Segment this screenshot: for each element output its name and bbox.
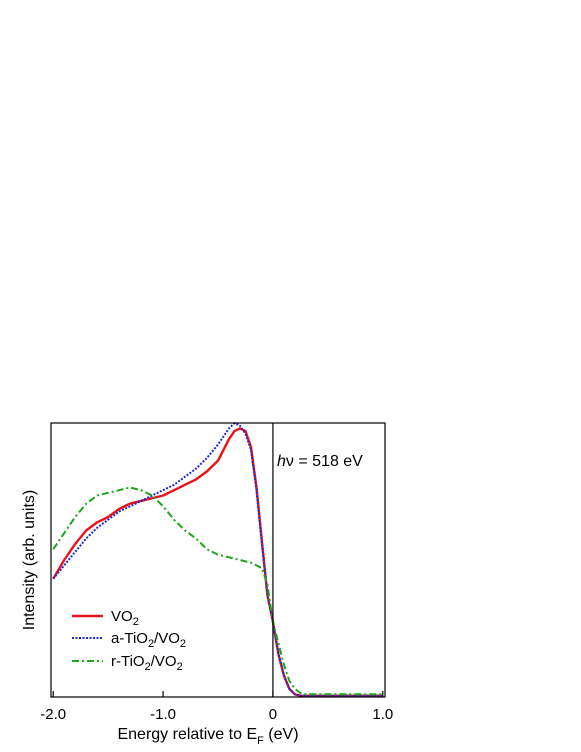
x-axis-label-tail: (eV): [264, 726, 299, 743]
legend-a-tio2-a: a-TiO: [111, 630, 148, 647]
legend-a-tio2-sub: 2: [148, 638, 154, 650]
legend-label-vo2: VO2: [111, 608, 139, 628]
legend-vo2-a: VO: [111, 608, 133, 625]
legend-vo2-sub: 2: [133, 616, 139, 628]
legend-a-tio2-b: /VO: [154, 630, 180, 647]
legend-label-a-tio2: a-TiO2/VO2: [111, 630, 186, 650]
annotation-italic-h: h: [277, 453, 286, 470]
x-tick-label: 0: [269, 706, 277, 723]
x-tick-label: -2.0: [40, 706, 66, 723]
legend-r-tio2-sub: 2: [145, 661, 151, 673]
y-axis-label: Intensity (arb. units): [21, 490, 38, 631]
plot-frame: [50, 422, 386, 698]
curves-group: [52, 422, 383, 697]
legend-r-tio2-sub2: 2: [177, 661, 183, 673]
annotation-rest: ν = 518 eV: [286, 453, 363, 470]
legend: VO2 a-TiO2/VO2 r-TiO2/VO2: [72, 608, 186, 673]
legend-label-r-tio2: r-TiO2/VO2: [111, 653, 183, 673]
series-line-vo2: [52, 427, 383, 697]
legend-r-tio2-b: /VO: [151, 653, 177, 670]
series-line-rtio2: [52, 486, 383, 696]
x-axis-label-main: Energy relative to E: [117, 726, 257, 743]
photon-energy-annotation: hν = 518 eV: [277, 453, 363, 470]
legend-r-tio2-a: r-TiO: [111, 653, 145, 670]
legend-a-tio2-sub2: 2: [180, 638, 186, 650]
x-tick-label: 1.0: [372, 706, 393, 723]
x-axis-label-subscript: F: [257, 735, 264, 747]
x-tick-label: -1.0: [150, 706, 176, 723]
series-line-atio2: [52, 422, 383, 697]
x-ticks-group: -2.0 -1.0 0 1.0: [40, 691, 393, 723]
x-axis-label: Energy relative to EF (eV): [117, 726, 298, 747]
